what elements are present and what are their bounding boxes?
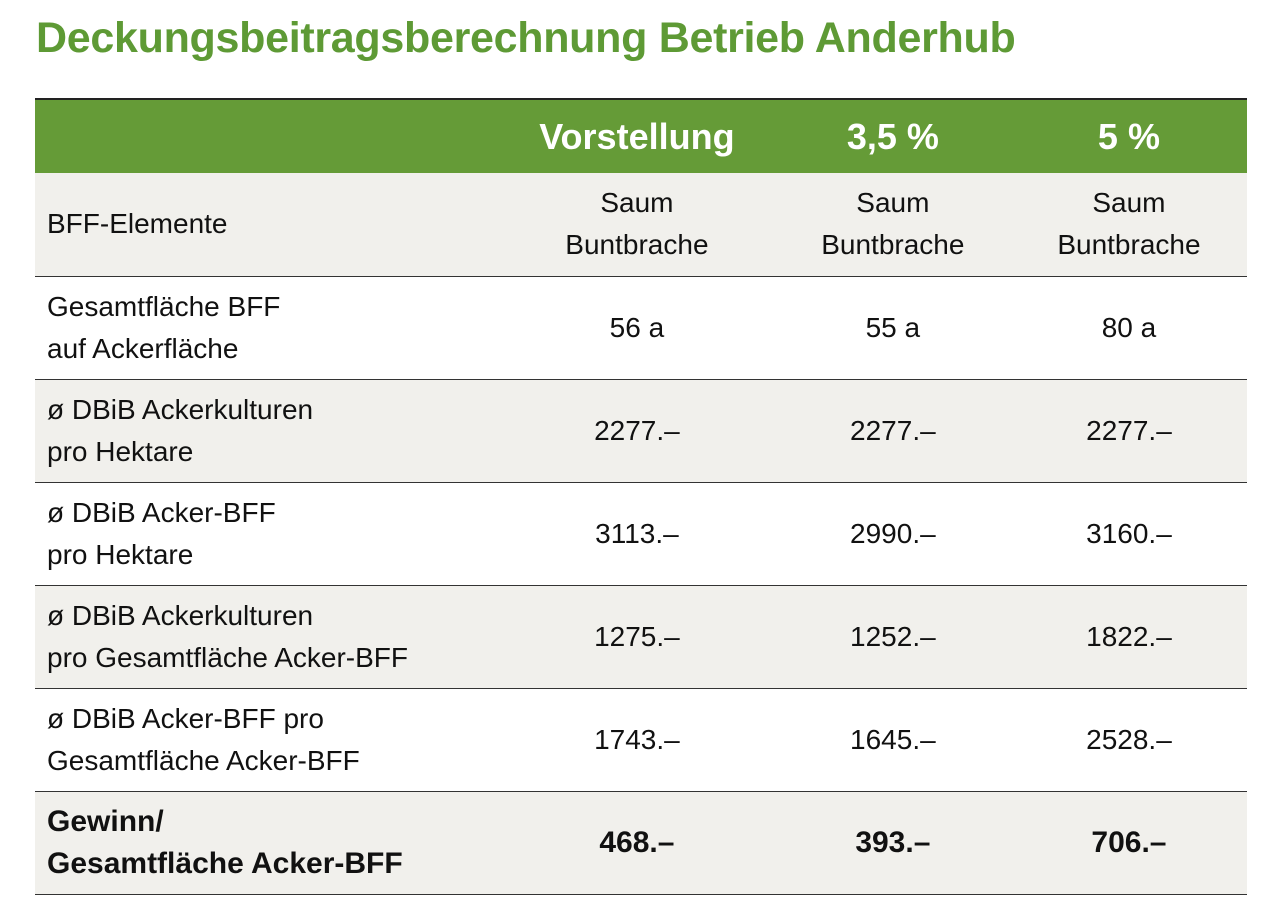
value-line: 1743.– (594, 723, 680, 755)
table-row: ø DBiB Acker-BFF pro Hektare 3113.– 2990.– 3… (35, 482, 1247, 586)
value-line: 1275.– (594, 620, 680, 652)
row-label: ø DBiB Acker-BFF pro Hektare (35, 482, 499, 586)
value-line: 2990.– (850, 517, 936, 549)
value-cell: 80 a (1010, 276, 1247, 380)
label-line: ø DBiB Acker-BFF pro (47, 702, 324, 734)
value-line: 1252.– (850, 620, 936, 652)
table-row: Gesamtfläche BFF auf Ackerfläche 56 a 55 a 8… (35, 276, 1247, 380)
value-line: 468.– (599, 825, 675, 859)
value-line: 2277.– (850, 414, 936, 446)
row-label: Gewinn/Gesamtfläche Acker-BFF (35, 791, 499, 895)
label-line: pro Hektare (47, 435, 194, 467)
value-cell: 706.– (1010, 791, 1247, 895)
column-header: Vorstellung (499, 98, 775, 173)
row-label: BFF-Elemente (35, 173, 499, 277)
column-header: 3,5 % (774, 98, 1011, 173)
value-cell: 2277.– (1010, 379, 1247, 483)
header-row: Vorstellung 3,5 % 5 % (35, 98, 1247, 173)
value-cell: 3160.– (1010, 482, 1247, 586)
value-line: 3113.– (595, 517, 679, 549)
label-line: ø DBiB Acker-BFF (47, 496, 276, 528)
value-cell: 2528.– (1010, 688, 1247, 792)
label-line: auf Ackerfläche (47, 332, 239, 364)
table-body: BFF-Elemente Saum Buntbrache Saum Buntbrache… (35, 173, 1247, 895)
value-cell: 1822.– (1010, 585, 1247, 689)
label-line: Gesamtfläche BFF (47, 290, 281, 322)
value-line: 2277.– (1086, 414, 1172, 446)
value-cell: 2990.– (774, 482, 1011, 586)
column-header: 5 % (1010, 98, 1247, 173)
table-row: ø DBiB Ackerkulturen pro Gesamtfläche Ack… (35, 585, 1247, 689)
value-cell: 2277.– (499, 379, 775, 483)
value-cell: 56 a (499, 276, 775, 380)
value-line: 2277.– (594, 414, 680, 446)
label-line: Gesamtfläche Acker-BFF (47, 744, 360, 776)
label-line: Gesamtfläche Acker-BFF (47, 846, 403, 880)
label-line: ø DBiB Ackerkulturen (47, 599, 314, 631)
row-label: ø DBiB Ackerkulturen pro Hektare (35, 379, 499, 483)
table: Vorstellung 3,5 % 5 % BFF-Elemente Saum Bunt… (35, 98, 1247, 895)
label-line: Gewinn/ (47, 804, 164, 838)
value-cell: 393.– (774, 791, 1011, 895)
value-line: Buntbrache (1057, 229, 1201, 261)
label-line: pro Gesamtfläche Acker-BFF (47, 641, 409, 673)
value-cell: 468.– (499, 791, 775, 895)
table-row: ø DBiB Ackerkulturen pro Hektare 2277.– 227… (35, 379, 1247, 483)
value-cell: 1645.– (774, 688, 1011, 792)
value-line: 80 a (1101, 311, 1157, 343)
table-row: BFF-Elemente Saum Buntbrache Saum Buntbrache… (35, 173, 1247, 277)
value-cell: 1743.– (499, 688, 775, 792)
value-line: Saum (600, 187, 674, 219)
value-cell: 3113.– (499, 482, 775, 586)
value-line: 2528.– (1086, 723, 1172, 755)
label-line: pro Hektare (47, 538, 194, 570)
row-label: ø DBiB Acker-BFF pro Gesamtfläche Acker-B… (35, 688, 499, 792)
value-line: 393.– (855, 825, 931, 859)
value-line: Saum (856, 187, 930, 219)
label-line: ø DBiB Ackerkulturen (47, 393, 314, 425)
value-line: 1822.– (1086, 620, 1172, 652)
row-label: Gesamtfläche BFF auf Ackerfläche (35, 276, 499, 380)
title: Deckungsbeitragsberechnung Betrieb Ander… (36, 14, 1016, 62)
value-cell: 2277.– (774, 379, 1011, 483)
value-line: 55 a (865, 311, 921, 343)
value-cell: Saum Buntbrache (774, 173, 1011, 277)
value-cell: 55 a (774, 276, 1011, 380)
value-cell: Saum Buntbrache (499, 173, 775, 277)
value-line: 706.– (1091, 825, 1167, 859)
row-label: ø DBiB Ackerkulturen pro Gesamtfläche Ack… (35, 585, 499, 689)
table-row: ø DBiB Acker-BFF pro Gesamtfläche Acker-B… (35, 688, 1247, 792)
header-cell (35, 98, 499, 173)
value-line: Saum (1092, 187, 1166, 219)
value-line: 3160.– (1086, 517, 1172, 549)
value-line: Buntbrache (565, 229, 709, 261)
value-cell: 1252.– (774, 585, 1011, 689)
value-line: 1645.– (850, 723, 936, 755)
table-row: Gewinn/Gesamtfläche Acker-BFF 468.– 393.– 7… (35, 791, 1247, 895)
value-line: Buntbrache (821, 229, 965, 261)
value-line: 56 a (609, 311, 665, 343)
value-cell: 1275.– (499, 585, 775, 689)
value-cell: Saum Buntbrache (1010, 173, 1247, 277)
label-line: BFF-Elemente (47, 208, 228, 240)
